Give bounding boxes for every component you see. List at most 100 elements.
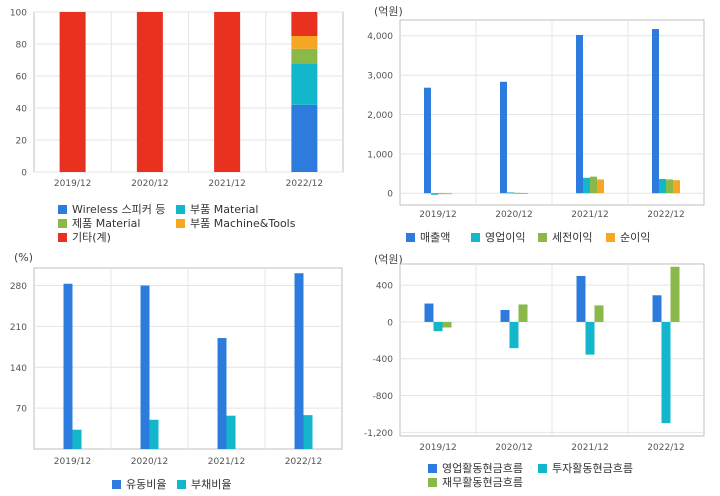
bar [576, 275, 586, 322]
legend-label: 유동비율 [126, 478, 167, 491]
x-tick-label: 2022/12 [285, 457, 322, 467]
legend-income: 매출액 영업이익 세전이익 순이익 [406, 229, 716, 245]
chart-panel-cashflow: (억원) 400 0 -400 -800 -1,200 2019/12 2020/12 202… [360, 248, 720, 496]
y-tick-label: -800 [373, 392, 394, 402]
legend-ratios: 유동비율 부채비율 [112, 476, 352, 492]
x-tick-label: 2020/12 [131, 457, 168, 467]
bar [500, 81, 507, 194]
legend-swatch [112, 479, 121, 489]
chart-panel-income: (억원) 0 1,000 2,000 3,000 4,000 2019/12 2020/12… [360, 0, 720, 248]
x-tick-label: 2019/12 [419, 443, 456, 453]
y-tick-label: 140 [10, 364, 27, 374]
bar [583, 177, 590, 194]
legend-label: 순이익 [620, 231, 651, 244]
x-tick-label: 2019/12 [419, 210, 456, 220]
legend-swatch [428, 477, 437, 487]
legend-item[interactable]: 부품 Material [176, 201, 258, 217]
chart-svg-cashflow: 400 0 -400 -800 -1,200 2019/12 2020/12 2021/12 2… [364, 263, 705, 453]
unit-label: (%) [14, 251, 34, 264]
y-tick-label: 0 [387, 318, 393, 328]
legend-label: 세전이익 [552, 231, 593, 244]
bar [291, 12, 318, 36]
bar [431, 193, 438, 195]
y-tick-label: 400 [376, 282, 393, 292]
bar [217, 338, 227, 449]
legend-swatch [58, 218, 67, 228]
y-tick-label: 0 [21, 169, 27, 179]
legend-item[interactable]: 기타(계) [58, 229, 111, 245]
x-tick-label: 2021/12 [571, 443, 608, 453]
y-tick-label: 210 [10, 323, 27, 333]
x-tick-label: 2019/12 [54, 457, 91, 467]
legend-swatch [58, 232, 67, 242]
bar [445, 193, 452, 195]
chart-svg-composition: 0 20 40 60 80 100 2019/12 2020/12 2021/12 2022/12 [10, 9, 344, 189]
x-tick-label: 2022/12 [647, 443, 684, 453]
bar [59, 12, 86, 172]
y-tick-label: -400 [373, 355, 394, 365]
legend-item[interactable]: 제품 Material [58, 215, 140, 231]
legend-item[interactable]: 부채비율 [177, 476, 231, 492]
legend-item[interactable]: 영업이익 [471, 229, 525, 245]
bar [652, 29, 659, 194]
legend-label: Wireless 스피커 등 [72, 203, 166, 216]
legend-label: 투자활동현금흐름 [552, 462, 633, 475]
legend-item[interactable]: 영업활동현금흐름 [428, 460, 523, 476]
bar [291, 104, 318, 172]
bar [214, 12, 241, 172]
legend-swatch [177, 479, 186, 489]
bar [659, 179, 666, 194]
legend-label: 부품 Material [190, 203, 259, 216]
legend-item[interactable]: 투자활동현금흐름 [538, 460, 633, 476]
legend-item[interactable]: Wireless 스피커 등 [58, 201, 166, 217]
bar [291, 63, 318, 105]
bar [136, 12, 163, 172]
legend-swatch [538, 463, 547, 473]
legend-item[interactable]: 재무활동현금흐름 [428, 474, 523, 490]
legend-swatch [176, 218, 185, 228]
bar [514, 192, 521, 194]
bar [500, 309, 510, 322]
bar [661, 321, 671, 424]
y-tick-label: 20 [16, 137, 28, 147]
y-tick-label: 40 [16, 105, 28, 115]
legend-label: 재무활동현금흐름 [442, 476, 523, 489]
legend-item[interactable]: 매출액 [406, 229, 450, 245]
legend-swatch [538, 232, 547, 242]
legend-item[interactable]: 순이익 [606, 229, 650, 245]
bar [652, 295, 662, 322]
unit-label: (억원) [374, 5, 403, 18]
y-tick-label: 70 [16, 405, 28, 415]
legend-swatch [58, 204, 67, 214]
bar [226, 415, 236, 449]
bar [291, 48, 318, 64]
legend-item[interactable]: 세전이익 [538, 229, 592, 245]
x-tick-label: 2022/12 [647, 210, 684, 220]
bar [673, 180, 680, 194]
y-tick-label: 60 [16, 73, 28, 83]
bar [576, 34, 583, 194]
bar [507, 192, 514, 194]
bar [666, 179, 673, 194]
legend-label: 영업활동현금흐름 [442, 462, 523, 475]
bar [140, 285, 150, 449]
bar [438, 193, 445, 195]
bar [670, 266, 680, 322]
legend-swatch [406, 232, 415, 242]
legend-label: 기타(계) [72, 231, 111, 244]
bar [424, 87, 431, 194]
y-tick-label: -1,200 [364, 429, 393, 439]
legend-composition: Wireless 스피커 등 부품 Material 제품 Material 부… [58, 201, 358, 246]
legend-item[interactable]: 유동비율 [112, 476, 166, 492]
bar [291, 36, 318, 49]
y-tick-label: 2,000 [367, 111, 393, 121]
legend-item[interactable]: 부품 Machine&Tools [176, 215, 295, 231]
bar [521, 192, 528, 194]
legend-label: 제품 Material [72, 217, 141, 230]
bar [597, 179, 604, 194]
x-tick-label: 2020/12 [495, 443, 532, 453]
x-tick-label: 2021/12 [208, 179, 245, 189]
legend-swatch [471, 232, 480, 242]
y-tick-label: 80 [16, 41, 28, 51]
bar [594, 305, 604, 322]
